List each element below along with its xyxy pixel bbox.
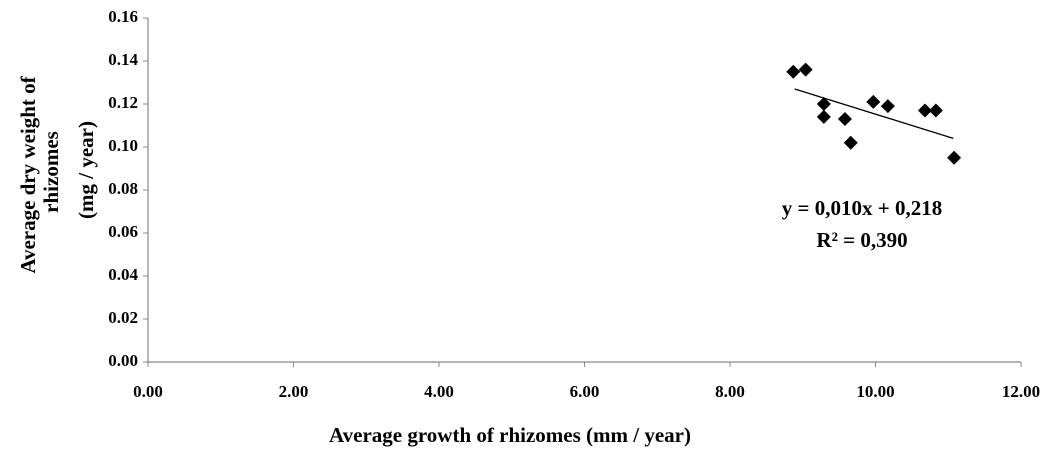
x-tick-label: 12.00 <box>1002 382 1040 401</box>
r-squared: R² = 0,390 <box>816 228 907 252</box>
x-tick-label: 0.00 <box>133 382 163 401</box>
x-tick-label: 4.00 <box>424 382 454 401</box>
point <box>843 135 858 150</box>
y-tick-label: 0.06 <box>108 222 138 241</box>
trendline <box>794 88 954 140</box>
point <box>798 62 813 77</box>
point <box>816 97 831 111</box>
y-tick-label: 0.14 <box>108 50 138 69</box>
equation: y = 0,010x + 0,218 <box>782 196 942 220</box>
y-tick-label: 0.10 <box>108 136 138 155</box>
point <box>928 103 943 118</box>
point <box>866 94 881 109</box>
point <box>880 99 895 114</box>
x-axis-label: Average growth of rhizomes (mm / year) <box>329 423 691 447</box>
point <box>837 112 852 127</box>
x-tick-label: 8.00 <box>715 382 745 401</box>
point <box>947 150 962 165</box>
x-tick-label: 2.00 <box>279 382 309 401</box>
y-tick-label: 0.12 <box>108 93 138 112</box>
y-axis-label: rhizomes <box>39 131 63 213</box>
point <box>917 103 932 118</box>
y-tick-label: 0.08 <box>108 179 138 198</box>
y-axis-label: (mg / year) <box>74 121 98 219</box>
point <box>786 64 801 79</box>
y-tick-label: 0.04 <box>108 265 138 284</box>
y-tick-label: 0.00 <box>108 351 138 370</box>
y-tick-label: 0.02 <box>108 308 138 327</box>
point <box>816 109 831 124</box>
x-tick-label: 10.00 <box>856 382 894 401</box>
y-axis-label: Average dry weight of <box>16 75 40 273</box>
y-tick-label: 0.16 <box>108 7 138 26</box>
x-tick-label: 6.00 <box>570 382 600 401</box>
